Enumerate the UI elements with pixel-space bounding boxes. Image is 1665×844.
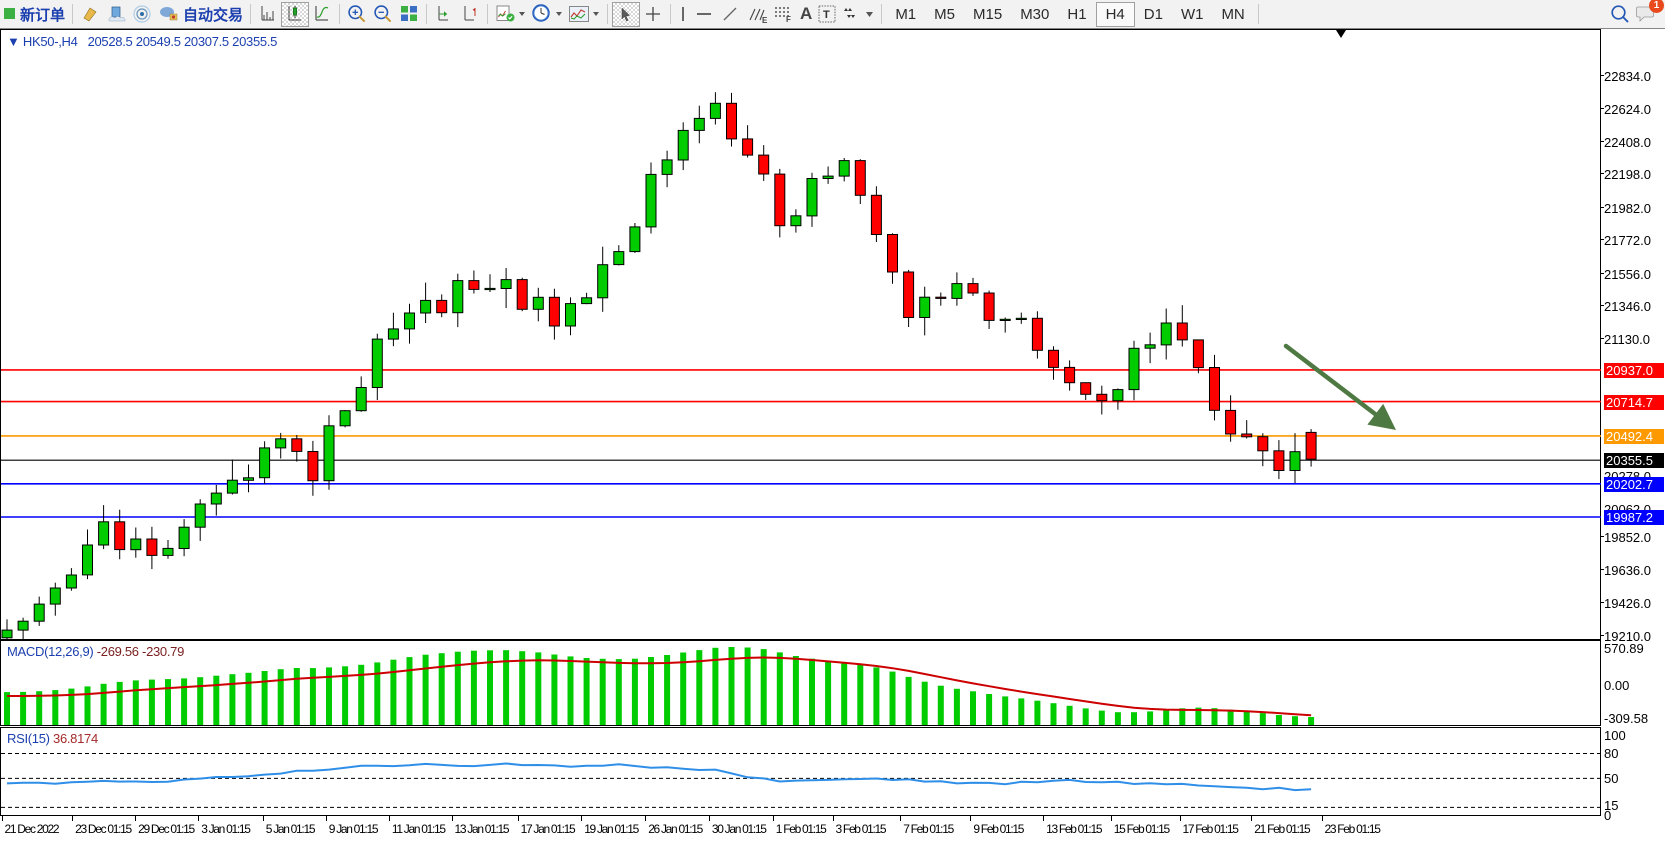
svg-text:T: T: [823, 9, 830, 21]
svg-text:F: F: [786, 15, 791, 22]
svg-text:E: E: [762, 16, 768, 24]
